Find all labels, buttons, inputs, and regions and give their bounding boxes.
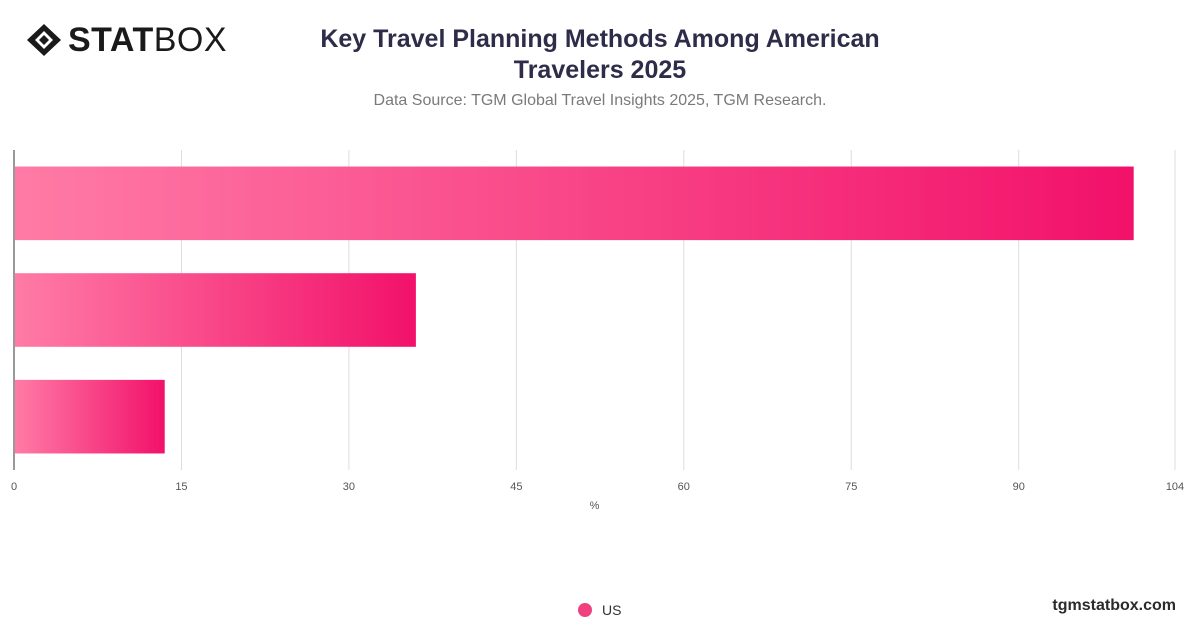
x-tick-label: 45 — [510, 481, 522, 493]
chart-subtitle: Data Source: TGM Global Travel Insights … — [373, 92, 827, 109]
legend[interactable]: US — [578, 602, 621, 618]
brand-logo: STATBOX — [26, 22, 227, 58]
x-axis-ticks: 0 15 30 45 60 75 90 104 — [11, 481, 1184, 493]
legend-marker — [578, 603, 592, 617]
legend-label: US — [602, 602, 622, 618]
bar[interactable] — [15, 273, 416, 347]
chart-title: Key Travel Planning Methods Among Americ… — [320, 25, 880, 84]
x-tick-label: 30 — [343, 481, 355, 493]
bar[interactable] — [15, 379, 165, 454]
x-axis-title: % — [590, 500, 600, 512]
brand-wordmark: STATBOX — [68, 22, 227, 58]
brand-light: BOX — [153, 21, 228, 59]
bars — [15, 166, 1134, 454]
x-tick-label: 0 — [11, 481, 17, 493]
x-tick-label: 15 — [175, 481, 187, 493]
x-tick-label: 90 — [1013, 481, 1025, 493]
diamond-logo-icon — [27, 24, 61, 56]
brand-bold: STAT — [68, 21, 154, 59]
x-tick-label: 75 — [845, 481, 857, 493]
x-tick-label: 60 — [678, 481, 690, 493]
footer-site[interactable]: tgmstatbox.com — [1052, 597, 1176, 614]
bar[interactable] — [15, 166, 1134, 241]
x-tick-label: 104 — [1166, 481, 1184, 493]
